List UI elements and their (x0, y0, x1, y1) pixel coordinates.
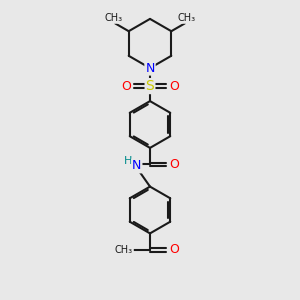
Text: O: O (169, 80, 179, 93)
Text: N: N (145, 61, 155, 75)
Text: N: N (132, 159, 142, 172)
Text: O: O (169, 158, 179, 171)
Text: S: S (146, 79, 154, 93)
Text: CH₃: CH₃ (105, 13, 123, 23)
Text: CH₃: CH₃ (115, 245, 133, 255)
Text: H: H (124, 156, 132, 167)
Text: O: O (121, 80, 131, 93)
Text: O: O (169, 243, 179, 256)
Text: CH₃: CH₃ (177, 13, 195, 23)
